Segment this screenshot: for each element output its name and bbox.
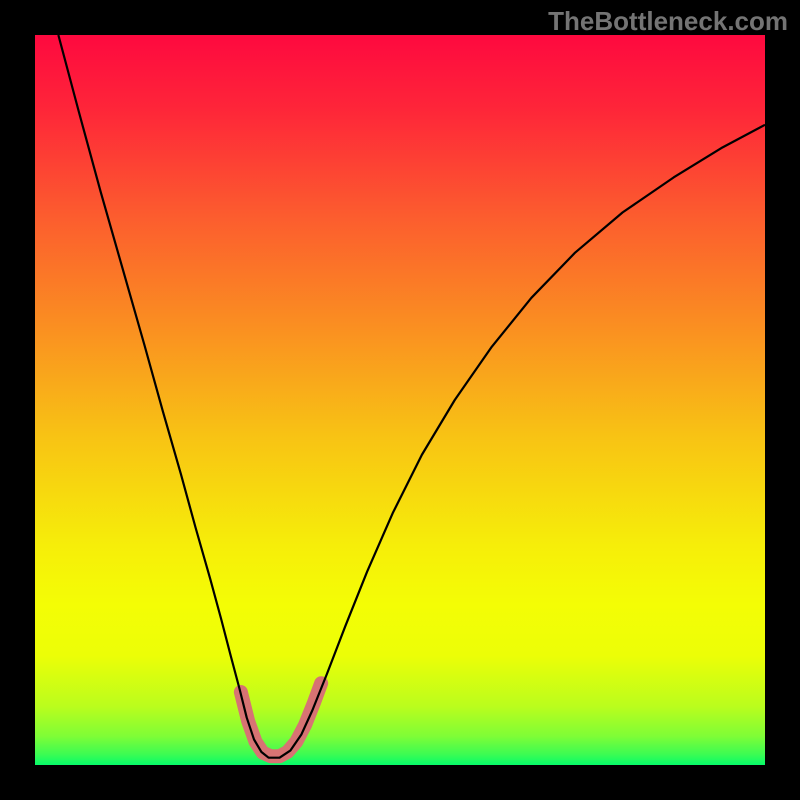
gradient-background bbox=[35, 35, 765, 765]
chart-frame: TheBottleneck.com bbox=[0, 0, 800, 800]
plot-area bbox=[35, 35, 765, 765]
plot-svg bbox=[35, 35, 765, 765]
watermark-text: TheBottleneck.com bbox=[548, 6, 788, 37]
